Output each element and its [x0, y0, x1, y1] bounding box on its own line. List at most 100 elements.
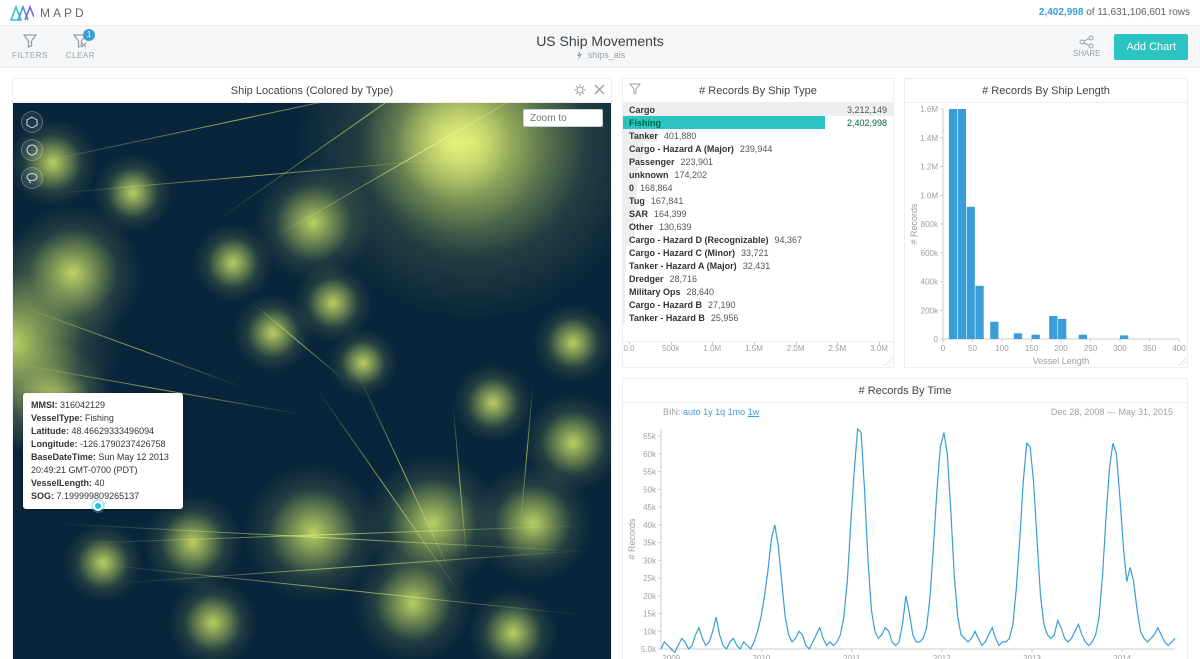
shiptype-row[interactable]: Tanker - Hazard A (Major)32,431 [623, 259, 893, 272]
filters-button[interactable]: FILTERS [12, 33, 48, 60]
svg-text:150: 150 [1025, 344, 1039, 353]
bin-option[interactable]: 1w [748, 407, 760, 417]
length-bar[interactable] [967, 207, 975, 339]
shiptype-label: Other [629, 222, 653, 232]
length-bar[interactable] [1049, 316, 1057, 339]
svg-text:40k: 40k [643, 521, 657, 530]
length-title: # Records By Ship Length [982, 85, 1110, 97]
svg-text:65k: 65k [643, 432, 657, 441]
svg-text:15k: 15k [643, 610, 657, 619]
map-card-header: Ship Locations (Colored by Type) [13, 79, 611, 103]
resize-handle[interactable] [883, 357, 893, 367]
zoom-to-input[interactable] [523, 109, 603, 127]
shiptype-value: 25,956 [711, 313, 739, 323]
shiptype-value: 32,431 [743, 261, 771, 271]
shiptype-row[interactable]: SAR 164,399 [623, 207, 893, 220]
svg-text:1.6M: 1.6M [920, 105, 938, 114]
shiptype-row[interactable]: unknown174,202 [623, 168, 893, 181]
svg-text:60k: 60k [643, 450, 657, 459]
bin-selector[interactable]: BIN: auto 1y 1q 1mo 1w [663, 407, 759, 417]
length-bar[interactable] [1014, 333, 1022, 339]
gear-icon[interactable] [574, 84, 586, 96]
length-bar[interactable] [1079, 335, 1087, 339]
map-tool-lasso[interactable] [21, 167, 43, 189]
bin-option[interactable]: 1q [715, 407, 725, 417]
svg-text:400: 400 [1172, 344, 1186, 353]
shiptype-row[interactable]: Cargo - Hazard B27,190 [623, 298, 893, 311]
shiptype-row[interactable]: Tanker401,880 [623, 129, 893, 142]
tooltip-row-longitude: Longitude: -126.1790237426758 [31, 438, 175, 451]
shiptype-row[interactable]: Military Ops28,640 [623, 285, 893, 298]
shiptype-row[interactable]: Passenger223,901 [623, 155, 893, 168]
length-chart[interactable]: 0200k400k600k800k1.0M1.2M1.4M1.6M0501001… [905, 103, 1187, 367]
bin-option[interactable]: 1y [703, 407, 713, 417]
shiptype-value: 168,864 [640, 183, 673, 193]
svg-text:2014: 2014 [1113, 654, 1131, 659]
map-tool-circle[interactable] [21, 139, 43, 161]
shiptype-row[interactable]: Dredger 28,716 [623, 272, 893, 285]
shiptype-axis: 0.0500k1.0M1.5M2.0M2.5M3.0M [623, 341, 893, 367]
map-card: Ship Locations (Colored by Type) MMSI: 3… [12, 78, 612, 659]
funnel-icon[interactable] [629, 83, 641, 95]
clear-badge: 1 [83, 29, 95, 41]
brand-bar: MAPD 2,402,998 of 11,631,106,601 rows [0, 0, 1200, 26]
shiptype-label: 0 [629, 183, 634, 193]
shiptype-list[interactable]: Cargo3,212,149Fishing2,402,998Tanker401,… [623, 103, 893, 341]
bin-option[interactable]: auto [683, 407, 701, 417]
svg-text:2013: 2013 [1023, 654, 1041, 659]
svg-text:Vessel Length: Vessel Length [1033, 356, 1090, 366]
map-tool-polygon[interactable] [21, 111, 43, 133]
dashboard-grid: Ship Locations (Colored by Type) MMSI: 3… [0, 68, 1200, 659]
shiptype-row[interactable]: Cargo - Hazard C (Minor)33,721 [623, 246, 893, 259]
svg-text:300: 300 [1113, 344, 1127, 353]
map-canvas[interactable]: MMSI: 316042129VesselType: FishingLatitu… [13, 103, 611, 659]
resize-handle[interactable] [1177, 357, 1187, 367]
add-chart-button[interactable]: Add Chart [1114, 34, 1188, 60]
time-chart[interactable]: 5.0k10k15k20k25k30k35k40k45k50k55k60k65k… [623, 421, 1187, 659]
svg-text:800k: 800k [921, 220, 939, 229]
shiptype-label: Tanker - Hazard B [629, 313, 705, 323]
close-icon[interactable] [594, 84, 605, 95]
shiptype-label: Cargo - Hazard B [629, 300, 702, 310]
bin-option[interactable]: 1mo [728, 407, 746, 417]
svg-text:350: 350 [1143, 344, 1157, 353]
svg-text:1.4M: 1.4M [920, 134, 938, 143]
svg-text:250: 250 [1084, 344, 1098, 353]
shiptype-value: 2,402,998 [847, 118, 887, 128]
length-bar[interactable] [958, 109, 966, 339]
funnel-icon [23, 34, 37, 48]
shiptype-value: 164,399 [654, 209, 687, 219]
length-bar[interactable] [990, 322, 998, 339]
length-bar[interactable] [1120, 335, 1128, 339]
shiptype-row[interactable]: Tanker - Hazard B 25,956 [623, 311, 893, 324]
shiptype-label: Dredger [629, 274, 664, 284]
length-bar[interactable] [1032, 335, 1040, 339]
row-count-total: 11,631,106,601 [1097, 7, 1166, 18]
shiptype-row[interactable]: Cargo - Hazard A (Major)239,944 [623, 142, 893, 155]
shiptype-row[interactable]: Tug167,841 [623, 194, 893, 207]
brand-logo[interactable]: MAPD [10, 5, 87, 21]
svg-text:25k: 25k [643, 574, 657, 583]
svg-text:# Records: # Records [627, 518, 637, 560]
clear-button[interactable]: 1 CLEAR [66, 33, 95, 60]
shiptype-row[interactable]: 0 168,864 [623, 181, 893, 194]
shiptype-label: Cargo - Hazard A (Major) [629, 144, 734, 154]
length-bar[interactable] [949, 109, 957, 339]
shiptype-row[interactable]: Other 130,639 [623, 220, 893, 233]
share-icon [1079, 35, 1095, 49]
svg-text:400k: 400k [921, 278, 939, 287]
shiptype-row[interactable]: Fishing2,402,998 [623, 116, 893, 129]
svg-text:200: 200 [1054, 344, 1068, 353]
share-button[interactable]: SHARE [1073, 35, 1101, 58]
shiptype-row[interactable]: Cargo3,212,149 [623, 103, 893, 116]
brand-name: MAPD [40, 6, 87, 20]
length-bar[interactable] [975, 286, 983, 339]
shiptype-value: 130,639 [659, 222, 692, 232]
shiptype-row[interactable]: Cargo - Hazard D (Recognizable)94,367 [623, 233, 893, 246]
svg-text:5.0k: 5.0k [641, 645, 657, 654]
shiptype-label: SAR [629, 209, 648, 219]
shiptype-value: 33,721 [741, 248, 769, 258]
svg-text:30k: 30k [643, 556, 657, 565]
length-bar[interactable] [1058, 319, 1066, 339]
shiptype-value: 28,716 [670, 274, 698, 284]
